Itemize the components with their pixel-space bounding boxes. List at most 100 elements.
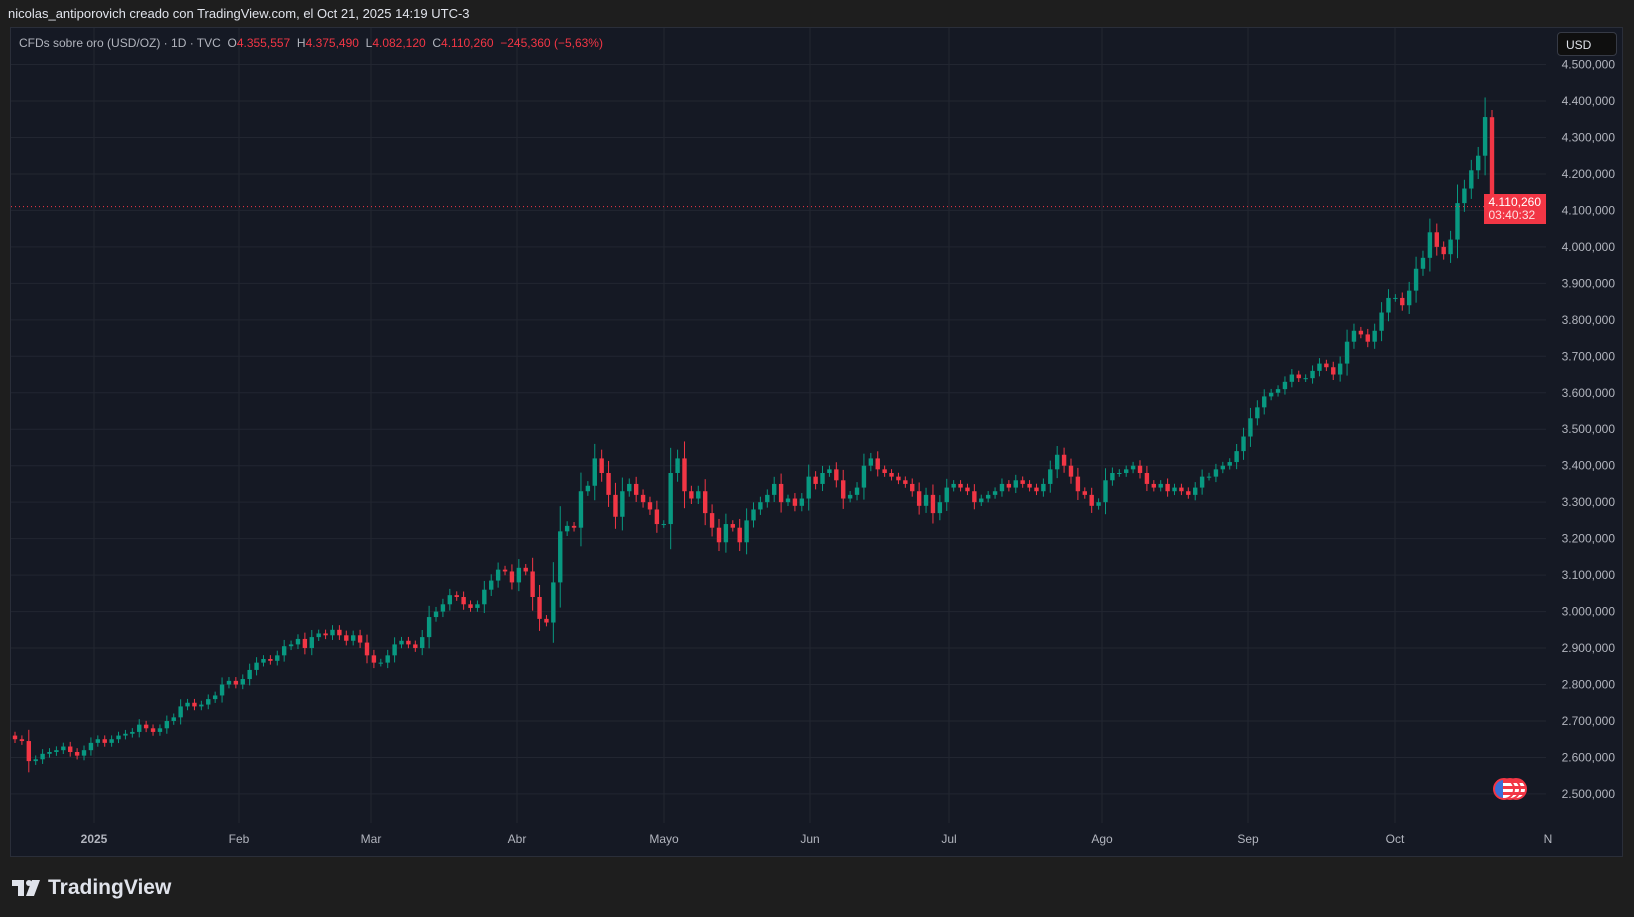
candlestick-chart[interactable]: 2.500,000 2.600,000 2.700,000 2.800,000 2.90… xyxy=(11,28,1624,858)
candle-body xyxy=(199,704,204,707)
candle-body xyxy=(219,684,225,696)
tradingview-logo[interactable]: TradingView xyxy=(12,876,171,900)
price-axis-label: 2.700,000 xyxy=(1562,714,1616,728)
candle-body xyxy=(1006,483,1012,488)
price-axis-label: 3.100,000 xyxy=(1562,568,1616,582)
candle-body xyxy=(1117,472,1122,474)
candle-body xyxy=(806,476,811,499)
candle-body xyxy=(54,750,59,752)
candle-body xyxy=(944,487,949,503)
candle-body xyxy=(1434,232,1439,247)
candle-body xyxy=(240,679,245,685)
candle-body xyxy=(689,491,694,499)
candle-body xyxy=(1469,170,1474,189)
candle-body xyxy=(88,742,94,751)
candle-body xyxy=(841,480,846,499)
candle-body xyxy=(723,524,729,543)
candle-body xyxy=(778,483,784,503)
candle-body xyxy=(785,498,791,503)
candle-body xyxy=(344,635,349,641)
time-axis-label: 2025 xyxy=(81,832,108,846)
candle-body xyxy=(1262,396,1267,408)
price-axis-label: 3.300,000 xyxy=(1562,495,1616,509)
symbol-legend: CFDs sobre oro (USD/OZ) · 1D · TVC O4.35… xyxy=(19,36,603,50)
candle-body xyxy=(792,498,798,506)
candle-body xyxy=(1027,483,1032,488)
candle-body xyxy=(95,739,101,743)
candle-body xyxy=(157,728,163,732)
symbol-name[interactable]: CFDs sobre oro (USD/OZ) · 1D · TVC xyxy=(19,36,221,50)
candle-body xyxy=(882,469,887,473)
candle-body xyxy=(737,527,742,543)
candle-body xyxy=(364,642,370,656)
candle-body xyxy=(1489,117,1495,207)
price-axis-label: 3.200,000 xyxy=(1562,532,1616,546)
candle-body xyxy=(81,750,87,756)
candle-body xyxy=(1482,117,1488,156)
candle-body xyxy=(1096,502,1101,506)
candle-body xyxy=(371,655,377,663)
candle-body xyxy=(447,595,453,605)
candle-body xyxy=(26,741,32,762)
candle-body xyxy=(295,638,301,645)
candle-body xyxy=(1289,374,1295,382)
candle-body xyxy=(675,458,680,473)
candle-body xyxy=(137,724,142,732)
candle-body xyxy=(1041,483,1046,492)
candle-body xyxy=(868,458,874,466)
price-axis-label: 3.800,000 xyxy=(1562,313,1616,327)
candle-body xyxy=(468,604,473,608)
candle-body xyxy=(1048,469,1053,484)
candle-body xyxy=(1179,487,1184,492)
candle-body xyxy=(509,571,515,583)
candle-body xyxy=(606,472,611,495)
candle-body xyxy=(178,706,183,718)
candle-body xyxy=(1199,476,1205,488)
candle-body xyxy=(916,491,922,506)
candle-body xyxy=(937,502,943,514)
candle-body xyxy=(440,604,446,612)
candle-body xyxy=(1282,381,1288,390)
candle-body xyxy=(765,494,770,503)
price-axis-label: 4.200,000 xyxy=(1562,167,1616,181)
candle-body xyxy=(19,739,25,742)
price-axis-label: 3.500,000 xyxy=(1562,422,1616,436)
candle-body xyxy=(316,633,321,638)
candle-body xyxy=(1013,480,1018,488)
low-value: 4.082,120 xyxy=(372,36,426,50)
price-axis-label: 2.600,000 xyxy=(1562,750,1616,764)
candle-body xyxy=(102,739,107,743)
candle-body xyxy=(1130,465,1136,470)
candle-body xyxy=(910,483,915,492)
candle-body xyxy=(730,524,735,528)
candle-body xyxy=(192,702,197,707)
candle-body xyxy=(1158,483,1163,488)
candle-body xyxy=(337,629,342,636)
candle-body xyxy=(1317,363,1322,371)
currency-button[interactable]: USD xyxy=(1557,32,1617,56)
candle-body xyxy=(661,524,666,526)
high-label: H xyxy=(296,36,306,50)
time-axis-label: Mayo xyxy=(649,832,679,846)
candle-body xyxy=(599,458,604,473)
candle-body xyxy=(558,531,563,583)
candle-body xyxy=(620,491,625,517)
chart-panel[interactable]: 2.500,000 2.600,000 2.700,000 2.800,000 2.90… xyxy=(10,27,1623,857)
candle-body xyxy=(433,611,439,618)
candle-body xyxy=(268,658,273,661)
candle-body xyxy=(420,637,425,649)
candle-body xyxy=(261,658,266,663)
candle-body xyxy=(530,571,535,597)
last-price-label: 4.110,260 03:40:32 xyxy=(1483,193,1546,224)
price-axis-label: 4.300,000 xyxy=(1562,130,1616,144)
candle-body xyxy=(613,494,618,517)
candle-body xyxy=(1344,341,1350,364)
candle-body xyxy=(1248,418,1253,437)
candle-body xyxy=(709,513,715,528)
candle-body xyxy=(1462,188,1467,204)
open-label: O xyxy=(227,36,237,50)
candle-body xyxy=(1268,392,1274,397)
candle-body xyxy=(751,509,756,521)
candle-body xyxy=(716,527,722,543)
candle-body xyxy=(482,589,487,605)
